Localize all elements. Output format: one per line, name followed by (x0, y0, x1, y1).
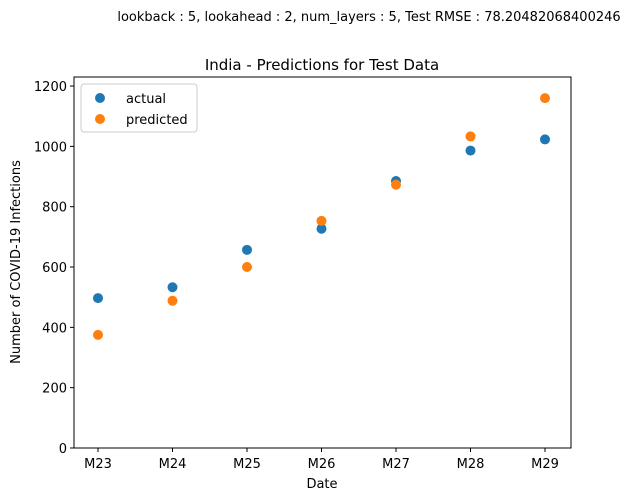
legend-label-actual: actual (126, 92, 166, 107)
plot-area (73, 76, 572, 449)
x-tick-label: M24 (159, 457, 187, 472)
x-tick-label: M23 (84, 457, 112, 472)
x-axis: M23 M24 M25 M26 M27 M28 M29 (84, 448, 559, 472)
legend-label-predicted: predicted (126, 113, 188, 128)
legend: actual predicted (80, 83, 198, 133)
x-tick-label: M29 (531, 457, 559, 472)
data-point-actual (167, 282, 178, 293)
chart-title: India - Predictions for Test Data (205, 56, 439, 74)
figure-suptitle: lookback : 5, lookahead : 2, num_layers … (117, 10, 620, 25)
legend-marker-predicted (95, 114, 105, 124)
data-point-predicted (242, 262, 252, 273)
x-axis-label: Date (306, 477, 337, 492)
data-point-predicted (391, 179, 401, 190)
y-tick-label: 600 (42, 261, 67, 276)
data-point-actual (93, 293, 103, 304)
data-point-actual (465, 145, 476, 156)
y-axis-label: Number of COVID-19 Infections (9, 160, 24, 364)
data-point-predicted (167, 295, 178, 306)
data-point-predicted (540, 93, 550, 104)
data-points (93, 93, 550, 340)
y-tick-label: 200 (42, 382, 67, 397)
legend-marker-actual (95, 93, 105, 103)
y-tick-label: 800 (42, 201, 67, 216)
x-tick-label: M28 (457, 457, 485, 472)
y-tick-label: 1000 (34, 140, 67, 155)
x-tick-label: M27 (382, 457, 410, 472)
y-tick-label: 1200 (34, 80, 67, 95)
y-axis: 0 200 400 600 800 1000 1200 (34, 80, 74, 457)
data-point-actual (242, 244, 252, 255)
x-tick-label: M25 (233, 457, 261, 472)
x-tick-label: M26 (308, 457, 336, 472)
plot-frame (73, 76, 572, 449)
data-point-predicted (93, 329, 103, 340)
legend-box (80, 83, 198, 133)
data-point-actual (316, 223, 327, 234)
y-tick-label: 0 (59, 442, 67, 457)
data-point-predicted (465, 131, 476, 142)
data-point-actual (540, 134, 550, 145)
data-point-predicted (316, 215, 327, 226)
y-tick-label: 400 (42, 321, 67, 336)
